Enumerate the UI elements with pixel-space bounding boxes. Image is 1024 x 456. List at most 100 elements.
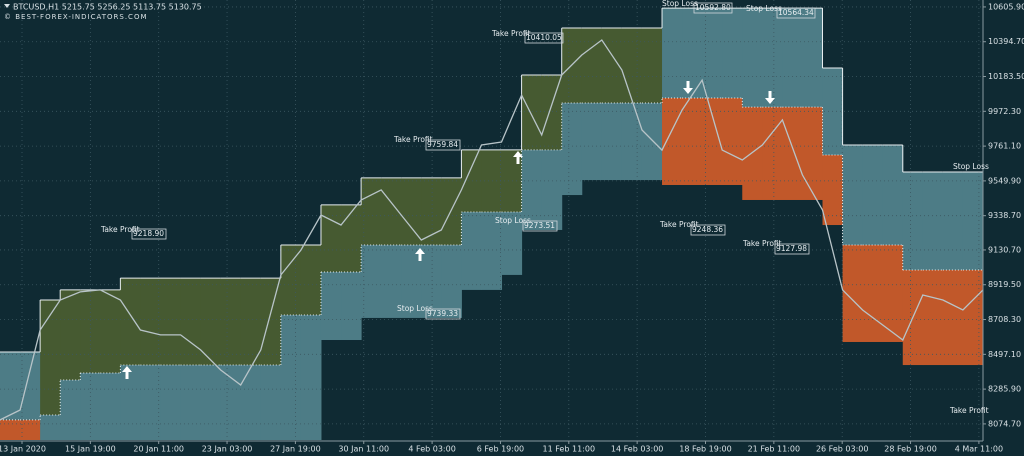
band-lower-zone <box>180 365 202 440</box>
y-tick-label: 9130.70 <box>988 245 1021 254</box>
band-upper-zone <box>80 289 101 373</box>
annotation-value: 9273.51 <box>524 221 555 230</box>
band-upper-zone <box>902 171 924 270</box>
y-tick-label: 9972.30 <box>988 107 1021 116</box>
band-lower-zone <box>341 271 362 341</box>
band-upper-zone <box>662 8 683 99</box>
band-lower-zone <box>742 107 763 200</box>
y-tick-label: 8285.90 <box>988 385 1021 394</box>
band-lower-zone <box>581 102 603 181</box>
band-upper-zone <box>260 278 282 366</box>
band-lower-zone <box>100 372 121 440</box>
band-lower-zone <box>361 244 382 318</box>
band-lower-zone <box>702 98 723 185</box>
band-lower-zone <box>802 107 824 200</box>
band-upper-zone <box>702 8 723 99</box>
annotation-box <box>776 7 816 19</box>
band-upper-zone <box>461 149 482 213</box>
band-lower-zone <box>300 314 322 440</box>
band-lower-zone <box>822 155 844 226</box>
band-lower-zone <box>601 102 623 181</box>
band-upper-zone <box>481 149 503 213</box>
band-lower-zone <box>60 380 81 440</box>
chart-title: BTCUSD,H1 5215.75 5256.25 5113.75 5130.7… <box>13 3 202 12</box>
band-lower-zone <box>401 244 422 318</box>
band-lower-zone <box>240 365 262 440</box>
price-line <box>0 39 984 421</box>
band-lower-zone <box>200 365 222 440</box>
band-upper-zone <box>280 244 302 315</box>
band-upper-zone <box>962 171 984 270</box>
band-upper-zone <box>60 289 81 381</box>
annotation-value: 10410.05 <box>526 33 562 42</box>
annotation-box <box>524 32 564 44</box>
sell-arrow <box>765 91 775 104</box>
y-tick-label: 10394.70 <box>988 37 1024 46</box>
band-upper-zone <box>521 74 543 150</box>
band-upper-zone <box>40 299 61 415</box>
band-lower-zone <box>381 244 402 318</box>
annotation-value: 9127.98 <box>776 244 807 253</box>
band-lower-zone <box>782 107 803 200</box>
band-upper-zone <box>802 8 824 108</box>
x-tick-label: 4 Feb 03:00 <box>408 445 455 454</box>
annotation-label: Stop Loss <box>397 304 433 313</box>
x-tick-label: 20 Jan 11:00 <box>133 445 184 454</box>
band-upper-zone <box>0 352 21 420</box>
band-upper-zone <box>320 204 342 272</box>
annotation-box <box>131 228 167 240</box>
band-lower-zone <box>0 419 21 440</box>
band-upper-zone <box>641 28 663 103</box>
band-lower-zone <box>421 244 442 318</box>
annotation-value: 9759.84 <box>427 140 458 149</box>
band-lower-zone <box>260 365 282 440</box>
plot-area <box>0 0 984 440</box>
band-lower-zone <box>722 98 743 185</box>
band-upper-zone <box>240 278 262 366</box>
y-tick-label: 9549.90 <box>988 176 1021 185</box>
annotations: Take Profit 9218.90 Take Profit 9759.84 … <box>100 0 989 415</box>
x-tick-label: 14 Feb 03:00 <box>611 445 663 454</box>
band-upper-zone <box>421 177 442 245</box>
band-lower-zone <box>120 365 141 440</box>
x-tick-label: 26 Feb 03:00 <box>816 445 868 454</box>
y-tick-label: 10183.50 <box>988 72 1024 81</box>
band-lower-zone <box>682 98 703 185</box>
band-upper-zone <box>621 28 643 103</box>
band-upper-zone <box>180 278 202 366</box>
band-upper-zone <box>220 278 242 366</box>
band-upper-zone <box>200 278 222 366</box>
band-lower-zone <box>140 365 161 440</box>
annotation-box <box>690 224 726 236</box>
annotation-label: Stop Loss <box>495 216 531 225</box>
x-tick-label: 30 Jan 11:00 <box>338 445 389 454</box>
band-upper-zone <box>401 177 422 245</box>
menu-icon[interactable] <box>4 4 10 8</box>
band-lower-zone <box>922 269 944 366</box>
annotation-value: 9739.33 <box>427 309 458 318</box>
sell-arrow <box>683 81 693 94</box>
y-tick-label: 9338.70 <box>988 211 1021 220</box>
buy-arrow <box>122 366 132 379</box>
x-tick-label: 6 Feb 19:00 <box>477 445 524 454</box>
annotation-value: 9248.36 <box>692 225 723 234</box>
y-tick-label: 8708.30 <box>988 315 1021 324</box>
band-upper-zone <box>742 8 763 108</box>
annotation-value: 9218.90 <box>133 229 164 238</box>
band-upper-zone <box>581 28 603 103</box>
band-upper-zone <box>782 8 803 108</box>
band-upper-zone <box>942 171 964 270</box>
band-lower-zone <box>962 269 984 366</box>
annotation-box <box>774 243 810 255</box>
buy-arrow <box>513 151 523 164</box>
band-lower-zone <box>561 102 583 196</box>
band-lower-zone <box>160 365 182 440</box>
annotation-label: Take Profit <box>100 225 140 234</box>
band-upper-zone <box>160 278 182 366</box>
band-upper-zone <box>922 171 944 270</box>
y-tick-label: 8074.70 <box>988 419 1021 428</box>
band-lower-zone <box>641 102 663 181</box>
annotation-label: Stop Loss <box>746 4 782 13</box>
band-upper-zone <box>842 144 864 245</box>
band-lower-zone <box>621 102 643 181</box>
